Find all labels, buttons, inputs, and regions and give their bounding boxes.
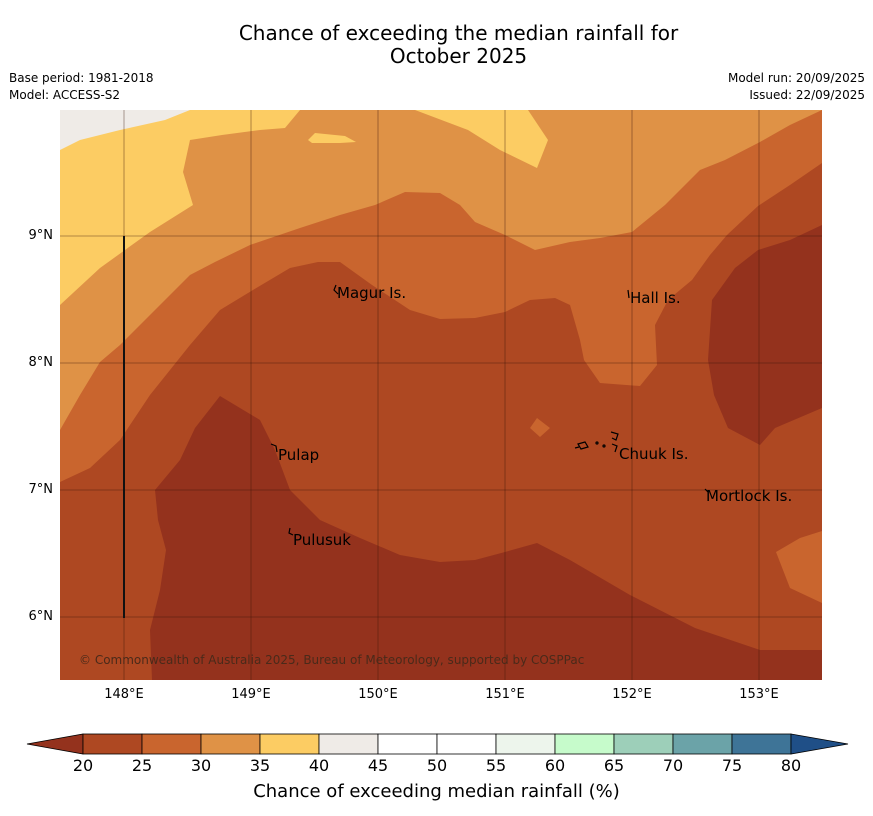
colorbar-tick-label: 70 [662,756,684,775]
colorbar-segment [259,733,320,755]
colorbar-tick-label: 80 [780,756,802,775]
x-tick-149e: 149°E [231,687,271,702]
model-name: Model: ACCESS-S2 [9,88,121,102]
meta-left: Base period: 1981-2018 Model: ACCESS-S2 [9,70,154,104]
copyright-notice: © Commonwealth of Australia 2025, Bureau… [79,653,585,667]
place-chuuk: Chuuk Is. [619,445,689,463]
issued-date: Issued: 22/09/2025 [749,88,865,102]
meta-right: Model run: 20/09/2025 Issued: 22/09/2025 [728,70,865,104]
band-25-30-islet [530,418,550,437]
x-tick-153e: 153°E [739,687,779,702]
colorbar-segment [672,733,733,755]
title-line-1: Chance of exceeding the median rainfall … [238,21,679,45]
colorbar-tick-label: 50 [426,756,448,775]
x-tick-151e: 151°E [485,687,525,702]
place-mortlock: Mortlock Is. [706,487,793,505]
colorbar-segment [495,733,556,755]
place-hall: Hall Is. [630,289,681,307]
y-tick-8n: 8°N [28,355,54,370]
x-tick-152e: 152°E [612,687,652,702]
y-tick-6n: 6°N [28,609,54,624]
y-tick-7n: 7°N [28,482,54,497]
y-tick-9n: 9°N [28,228,54,243]
colorbar-label: Chance of exceeding median rainfall (%) [253,781,620,802]
chart-title: Chance of exceeding the median rainfall … [0,22,873,68]
colorbar-segment [200,733,261,755]
colorbar-tick-label: 40 [308,756,330,775]
island-outlines [270,284,709,536]
colorbar-tick-label: 55 [485,756,507,775]
place-pulap: Pulap [278,446,320,464]
base-period: Base period: 1981-2018 [9,71,154,85]
place-pulusuk: Pulusuk [293,531,351,549]
colorbar-tick-label: 30 [190,756,212,775]
band-35-40 [60,110,300,305]
colorbar-segment [82,733,143,755]
colorbar-over-arrow [790,733,849,755]
band-40-45 [60,110,190,150]
colorbar-tick-label: 75 [721,756,743,775]
colorbar-tick-label: 65 [603,756,625,775]
colorbar-segment [731,733,792,755]
colorbar-segment [436,733,497,755]
colorbar-tick-label: 25 [131,756,153,775]
colorbar-tick-label: 20 [72,756,94,775]
x-tick-150e: 150°E [358,687,398,702]
colorbar-under-arrow [26,733,84,755]
colorbar [26,733,849,755]
model-run: Model run: 20/09/2025 [727,71,865,85]
colorbar-tick-label: 35 [249,756,271,775]
band-35-40-islet [308,133,356,143]
colorbar-segment [377,733,438,755]
place-magur: Magur Is. [337,284,407,302]
colorbar-segment [318,733,379,755]
colorbar-segment [554,733,615,755]
colorbar-segment [141,733,202,755]
band-25-30-southeast [776,531,822,603]
band-30-35 [60,110,822,430]
colorbar-tick-label: 45 [367,756,389,775]
x-tick-148e: 148°E [104,687,144,702]
title-line-2: October 2025 [389,44,528,68]
band-35-40-north [415,110,548,168]
colorbar-segment [613,733,674,755]
colorbar-tick-label: 60 [544,756,566,775]
